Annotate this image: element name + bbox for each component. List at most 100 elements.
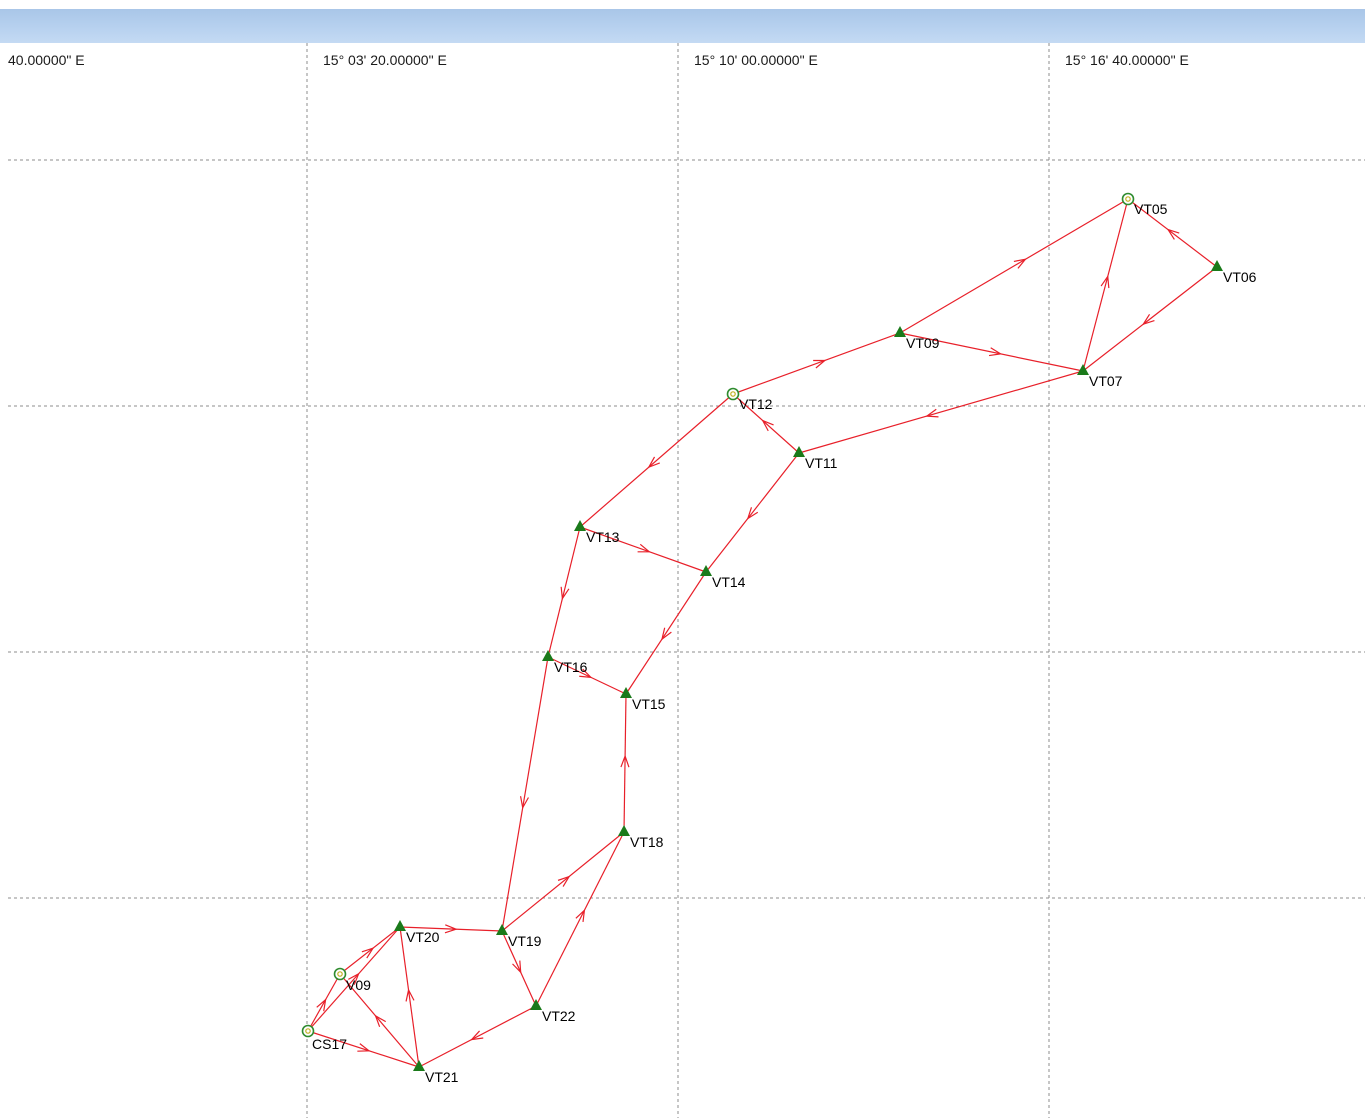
station-label: VT13: [586, 529, 620, 545]
baseline-vector[interactable]: [899, 198, 1129, 334]
baseline-vector[interactable]: [620, 693, 630, 833]
baseline-vector[interactable]: [547, 656, 627, 695]
baseline-vector[interactable]: [339, 973, 420, 1068]
baseline-vector[interactable]: [732, 332, 901, 395]
baseline-vector[interactable]: [579, 526, 707, 573]
station-vt12[interactable]: VT12: [726, 387, 773, 413]
baseline-vector[interactable]: [798, 370, 1084, 454]
station-label: V09: [346, 977, 371, 993]
station-v09[interactable]: V09: [333, 967, 372, 994]
arrowhead: [637, 543, 651, 553]
station-vt20[interactable]: VT20: [394, 920, 440, 945]
baseline-vector[interactable]: [307, 1030, 420, 1068]
baseline-vector[interactable]: [307, 926, 401, 1032]
baseline-vector[interactable]: [339, 926, 401, 975]
arrowhead: [374, 1014, 387, 1028]
arrowhead: [560, 586, 570, 601]
triangle-station-icon: [700, 565, 712, 576]
arrowhead: [444, 924, 458, 934]
baseline-vector[interactable]: [307, 973, 341, 1032]
triangle-station-icon: [1077, 364, 1089, 375]
arrowhead: [1013, 258, 1027, 269]
station-vt05[interactable]: VT05: [1121, 192, 1168, 218]
arrowhead: [348, 972, 360, 985]
triangle-station-icon: [413, 1060, 425, 1071]
station-label: VT22: [542, 1008, 576, 1024]
network-map-canvas[interactable]: 40.00000" E 15° 03' 20.00000" E 15° 10' …: [0, 43, 1365, 1118]
station-vt14[interactable]: VT14: [700, 565, 746, 590]
control-point-center: [337, 971, 343, 977]
arrowhead: [579, 668, 593, 679]
station-vt09[interactable]: VT09: [894, 326, 940, 351]
baseline-vector[interactable]: [399, 924, 503, 934]
arrowhead: [761, 419, 774, 432]
station-cs17[interactable]: CS17: [301, 1024, 348, 1053]
triangle-station-icon: [574, 520, 586, 531]
station-label: VT19: [508, 933, 542, 949]
baseline-vectors: [307, 198, 1218, 1068]
station-label: VT14: [712, 574, 746, 590]
baseline-vector[interactable]: [547, 526, 581, 658]
control-point-icon: [301, 1024, 315, 1038]
longitude-label: 15° 16' 40.00000" E: [1065, 52, 1189, 68]
baseline-vector[interactable]: [1082, 198, 1129, 372]
station-label: VT21: [425, 1069, 459, 1085]
control-point-icon: [333, 967, 347, 981]
station-vt21[interactable]: VT21: [413, 1060, 459, 1085]
arrowhead: [813, 359, 827, 369]
station-vt07[interactable]: VT07: [1077, 364, 1123, 389]
baseline-vector[interactable]: [1082, 266, 1218, 372]
station-vt18[interactable]: VT18: [618, 825, 664, 850]
longitude-label: 40.00000" E: [8, 52, 85, 68]
triangle-station-icon: [394, 920, 406, 931]
triangle-station-icon: [618, 825, 630, 836]
control-point-icon: [1121, 192, 1135, 206]
control-point-center: [1125, 196, 1131, 202]
triangle-station-icon: [793, 446, 805, 457]
arrowhead: [405, 988, 415, 1002]
baseline-vector[interactable]: [732, 393, 800, 454]
baseline-vector[interactable]: [579, 393, 734, 528]
triangle-station-icon: [496, 924, 508, 935]
station-vt11[interactable]: VT11: [793, 446, 838, 471]
station-label: VT18: [630, 834, 664, 850]
baseline-vector[interactable]: [501, 656, 549, 932]
station-label: VT09: [906, 335, 940, 351]
baseline-vector[interactable]: [705, 452, 800, 573]
station-vt16[interactable]: VT16: [542, 650, 588, 675]
station-vt19[interactable]: VT19: [496, 924, 542, 949]
arrowhead: [316, 998, 327, 1012]
station-vt22[interactable]: VT22: [530, 999, 576, 1024]
station-label: VT12: [739, 396, 773, 412]
network-map-svg[interactable]: 40.00000" E 15° 03' 20.00000" E 15° 10' …: [0, 43, 1365, 1118]
baseline-vector[interactable]: [418, 1005, 537, 1068]
longitude-label: 15° 03' 20.00000" E: [323, 52, 447, 68]
arrowhead: [575, 908, 586, 922]
longitude-labels: 40.00000" E 15° 03' 20.00000" E 15° 10' …: [8, 52, 1189, 68]
control-point-icon: [726, 387, 740, 401]
station-vt06[interactable]: VT06: [1211, 260, 1257, 285]
baseline-vector[interactable]: [501, 930, 537, 1007]
longitude-label: 15° 10' 00.00000" E: [694, 52, 818, 68]
triangle-station-icon: [894, 326, 906, 337]
baseline-vector[interactable]: [1127, 198, 1218, 268]
arrowhead: [925, 408, 939, 418]
station-vt13[interactable]: VT13: [574, 520, 620, 545]
triangle-station-icon: [620, 687, 632, 698]
station-vt15[interactable]: VT15: [620, 687, 666, 712]
station-label: VT20: [406, 929, 440, 945]
baseline-vector[interactable]: [535, 831, 625, 1007]
baseline-vector[interactable]: [399, 926, 420, 1068]
arrowhead: [620, 754, 630, 768]
station-label: VT06: [1223, 269, 1257, 285]
arrowhead: [1166, 228, 1180, 240]
arrowhead: [512, 960, 522, 974]
arrowhead: [1141, 313, 1155, 326]
coordinate-grid: [8, 43, 1365, 1118]
arrowhead: [647, 456, 660, 469]
station-label: CS17: [312, 1036, 347, 1052]
baseline-vector[interactable]: [899, 332, 1084, 372]
baseline-vector[interactable]: [625, 571, 707, 695]
baseline-vector[interactable]: [501, 831, 625, 932]
station-label: VT05: [1134, 201, 1168, 217]
